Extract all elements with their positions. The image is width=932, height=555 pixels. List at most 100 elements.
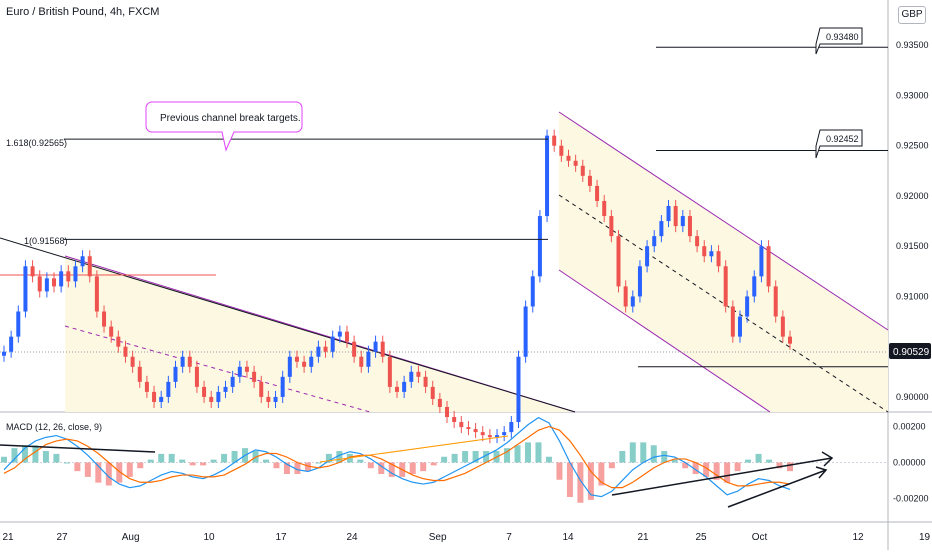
candle-body[interactable] [416, 371, 421, 377]
candle-body[interactable] [652, 236, 657, 247]
macd-histogram-bar[interactable] [53, 453, 60, 463]
candle[interactable] [309, 350, 314, 373]
macd-histogram-bar[interactable] [713, 462, 720, 480]
candle[interactable] [80, 250, 85, 273]
candle-body[interactable] [30, 266, 35, 277]
candle-body[interactable] [566, 155, 571, 161]
candle-body[interactable] [730, 306, 735, 337]
candle-body[interactable] [230, 376, 235, 387]
candle-body[interactable] [173, 366, 178, 382]
macd-histogram-bar[interactable] [137, 462, 144, 469]
candle-body[interactable] [645, 246, 650, 267]
macd-histogram-bar[interactable] [692, 462, 699, 475]
macd-histogram-bar[interactable] [357, 459, 364, 463]
macd-histogram-bar[interactable] [231, 451, 238, 463]
candle[interactable] [373, 335, 378, 358]
candle-body[interactable] [409, 371, 414, 382]
candle[interactable] [580, 159, 585, 182]
candle[interactable] [337, 325, 342, 343]
candle-body[interactable] [259, 381, 264, 397]
candle-body[interactable] [52, 278, 57, 287]
candle[interactable] [173, 360, 178, 388]
candle[interactable] [409, 365, 414, 388]
candle[interactable] [37, 270, 42, 298]
candle-body[interactable] [630, 296, 635, 307]
macd-histogram-bar[interactable] [388, 462, 395, 477]
candles-group[interactable] [2, 129, 792, 444]
macd-histogram-bar[interactable] [221, 453, 228, 463]
macd-histogram-bar[interactable] [283, 462, 290, 475]
candle-body[interactable] [745, 296, 750, 317]
candle-body[interactable] [623, 286, 628, 307]
candle-body[interactable] [352, 341, 357, 357]
candle[interactable] [573, 154, 578, 172]
candle-body[interactable] [180, 356, 185, 367]
macd-histogram-bar[interactable] [189, 462, 196, 466]
candle-body[interactable] [359, 356, 364, 367]
candle-body[interactable] [159, 396, 164, 402]
candle[interactable] [116, 330, 121, 353]
macd-histogram-bar[interactable] [504, 448, 511, 463]
candle[interactable] [616, 230, 621, 293]
macd-histogram-bar[interactable] [682, 462, 689, 469]
candle-body[interactable] [752, 276, 757, 297]
candle[interactable] [395, 380, 399, 398]
candle-body[interactable] [223, 386, 228, 392]
candle-body[interactable] [116, 336, 121, 347]
candle[interactable] [716, 245, 721, 273]
candle-body[interactable] [252, 371, 257, 382]
candle-body[interactable] [759, 246, 764, 277]
candle[interactable] [416, 365, 421, 383]
channel-mid-dashed[interactable] [558, 194, 889, 413]
candle-body[interactable] [430, 386, 435, 399]
candle-body[interactable] [637, 266, 642, 297]
candle-body[interactable] [9, 336, 14, 352]
macd-histogram-bar[interactable] [650, 445, 657, 463]
macd-histogram-bar[interactable] [420, 462, 427, 472]
macd-histogram-bar[interactable] [105, 462, 112, 486]
candle[interactable] [202, 380, 207, 403]
candle[interactable] [495, 429, 500, 444]
candle[interactable] [780, 310, 785, 343]
candle-body[interactable] [609, 216, 614, 237]
macd-histogram-bar[interactable] [200, 462, 207, 466]
candle[interactable] [695, 230, 700, 253]
macd-histogram-bar[interactable] [315, 462, 322, 464]
candle[interactable] [344, 325, 349, 348]
candle-body[interactable] [437, 398, 442, 407]
candle-body[interactable] [516, 356, 521, 423]
candle[interactable] [445, 400, 450, 424]
macd-arrow-right-lower[interactable] [727, 469, 827, 508]
candle-body[interactable] [545, 135, 550, 217]
macd-histogram-bar[interactable] [724, 462, 731, 483]
candle-body[interactable] [16, 311, 21, 337]
macd-histogram-bar[interactable] [462, 451, 469, 463]
candle[interactable] [209, 390, 214, 408]
macd-histogram-bar[interactable] [525, 442, 531, 463]
candle[interactable] [709, 245, 714, 263]
candle[interactable] [180, 350, 185, 373]
candle[interactable] [144, 375, 149, 398]
channel-upper-line[interactable] [558, 111, 889, 331]
macd-orange-trend[interactable] [319, 435, 509, 463]
candle-body[interactable] [302, 361, 307, 367]
macd-histogram-bar[interactable] [608, 462, 615, 469]
macd-histogram-bar[interactable] [336, 451, 343, 463]
candle-body[interactable] [330, 336, 335, 352]
candle[interactable] [159, 390, 164, 408]
candle[interactable] [752, 270, 757, 303]
macd-histogram-bar[interactable] [451, 453, 458, 463]
macd-histogram-bar[interactable] [63, 462, 70, 464]
candle[interactable] [30, 260, 35, 283]
macd-histogram-bar[interactable] [755, 453, 762, 463]
candle[interactable] [587, 169, 592, 192]
macd-histogram-bar[interactable] [147, 459, 154, 463]
candle[interactable] [545, 129, 550, 223]
candle[interactable] [273, 390, 278, 408]
candle[interactable] [730, 300, 735, 343]
candle-body[interactable] [402, 381, 407, 392]
macd-histogram-bar[interactable] [598, 462, 605, 486]
candle[interactable] [152, 385, 157, 408]
candle[interactable] [102, 305, 107, 333]
candle[interactable] [216, 385, 221, 408]
